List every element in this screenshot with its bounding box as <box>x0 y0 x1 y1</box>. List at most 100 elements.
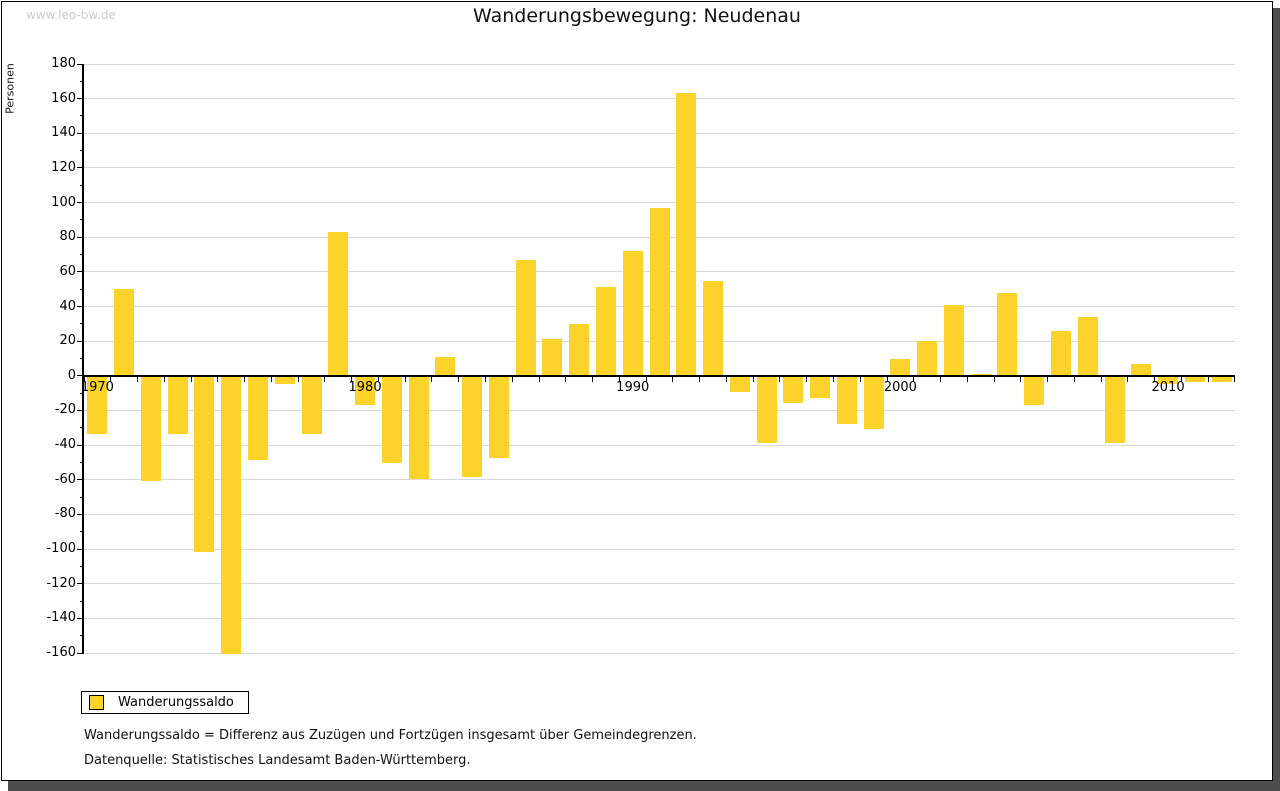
y-axis-tick <box>80 358 84 359</box>
bar-2000 <box>890 358 911 376</box>
y-axis-tick <box>77 63 84 65</box>
x-axis-tick <box>725 375 727 382</box>
gridline--60 <box>84 479 1235 481</box>
y-axis-tick <box>80 288 84 290</box>
gridline-180 <box>84 63 1235 65</box>
x-axis-tick <box>1047 375 1049 382</box>
frame-shadow-bottom <box>8 781 1280 791</box>
x-axis-tick <box>913 375 915 382</box>
bar-1997 <box>810 376 831 398</box>
y-axis-tick <box>77 98 84 100</box>
y-axis-tick <box>80 254 84 256</box>
bar-1989 <box>595 287 616 376</box>
y-axis-tick <box>77 409 84 411</box>
x-axis-label-1990: 1990 <box>616 379 650 395</box>
x-axis-line <box>84 374 1235 377</box>
bar-1991 <box>649 207 670 376</box>
x-axis-tick <box>859 375 861 382</box>
x-axis-tick <box>324 375 326 382</box>
y-axis-tick <box>80 565 84 567</box>
gridline--120 <box>84 583 1235 585</box>
gridline--160 <box>84 652 1235 654</box>
y-axis-tick-label: 80 <box>59 229 76 245</box>
y-axis-tick <box>80 323 84 325</box>
bar-1981 <box>381 376 402 464</box>
x-axis-label-1970: 1970 <box>80 379 114 395</box>
plot-area: 180 160 140 120 100 80 60 40 20 0 -20 -40 -60 -80 -100… <box>46 56 1235 660</box>
gridline--80 <box>84 513 1235 515</box>
x-axis-tick <box>1233 375 1235 382</box>
bar-1993 <box>703 280 724 376</box>
x-axis-tick <box>110 375 112 382</box>
bar-2005 <box>1024 376 1045 405</box>
x-axis-tick <box>886 375 888 382</box>
bar-1979 <box>328 232 349 376</box>
footnote-definition: Wanderungssaldo = Differenz aus Zuzügen … <box>84 728 697 743</box>
bar-2008 <box>1104 376 1125 443</box>
y-axis-tick <box>80 496 84 498</box>
y-axis-tick <box>80 635 84 637</box>
x-axis-tick <box>297 375 299 382</box>
x-axis-tick <box>699 375 701 382</box>
y-axis-tick-label: -80 <box>54 506 76 522</box>
x-axis-tick <box>1180 375 1182 382</box>
y-axis-tick-label: 100 <box>51 194 76 210</box>
y-axis-tick <box>77 340 84 342</box>
x-axis-tick <box>377 375 379 382</box>
bar-1982 <box>408 376 429 480</box>
y-axis-tick-label: -120 <box>46 575 76 591</box>
x-axis-tick <box>351 375 353 382</box>
bar-1992 <box>676 93 697 376</box>
y-axis-tick <box>80 219 84 221</box>
x-axis-tick <box>806 375 808 382</box>
bar-1983 <box>435 356 456 376</box>
y-axis-tick <box>77 583 84 585</box>
y-axis-tick-label: -60 <box>54 471 76 487</box>
x-axis-tick <box>190 375 192 382</box>
y-axis-tick-label: 120 <box>51 159 76 175</box>
legend-box: Wanderungssaldo <box>81 691 249 714</box>
bar-1980 <box>355 376 376 405</box>
gridline-120 <box>84 167 1235 169</box>
gridline-160 <box>84 98 1235 100</box>
y-axis-tick <box>77 479 84 481</box>
bar-1995 <box>756 376 777 443</box>
x-axis-tick <box>1073 375 1075 382</box>
chart-title: Wanderungsbewegung: Neudenau <box>473 5 801 27</box>
x-axis-tick <box>137 375 139 382</box>
gridline--140 <box>84 617 1235 619</box>
y-axis-tick-label: -160 <box>46 645 76 660</box>
bar-2012 <box>1211 376 1232 382</box>
bar-1990 <box>622 251 643 376</box>
x-axis-label-2010: 2010 <box>1151 379 1185 395</box>
y-axis-tick-label: 160 <box>51 90 76 106</box>
y-axis-tick <box>77 444 84 446</box>
bar-1972 <box>140 376 161 481</box>
x-axis-tick <box>1127 375 1129 382</box>
y-axis-tick <box>77 652 84 654</box>
y-axis-tick <box>80 461 84 463</box>
bar-1975 <box>221 376 242 654</box>
x-axis-tick <box>779 375 781 382</box>
x-axis-tick <box>404 375 406 382</box>
gridline--40 <box>84 444 1235 446</box>
bar-1998 <box>836 376 857 424</box>
bar-1986 <box>515 259 536 376</box>
x-axis-tick <box>966 375 968 382</box>
y-axis-tick-label: 0 <box>67 367 76 383</box>
y-axis-tick <box>77 513 84 515</box>
y-axis-tick <box>80 600 84 602</box>
x-axis-tick <box>672 375 674 382</box>
x-axis-tick <box>565 375 567 382</box>
x-axis-tick <box>217 375 219 382</box>
legend-label: Wanderungssaldo <box>118 695 234 710</box>
y-axis-tick-label: -20 <box>54 402 76 418</box>
bar-1994 <box>729 376 750 393</box>
bar-1987 <box>542 339 563 376</box>
bar-1978 <box>301 376 322 434</box>
y-axis-tick-label: 40 <box>59 298 76 314</box>
bar-2009 <box>1131 363 1152 376</box>
bar-1971 <box>114 289 135 376</box>
bar-1996 <box>783 376 804 403</box>
x-axis-tick <box>458 375 460 382</box>
